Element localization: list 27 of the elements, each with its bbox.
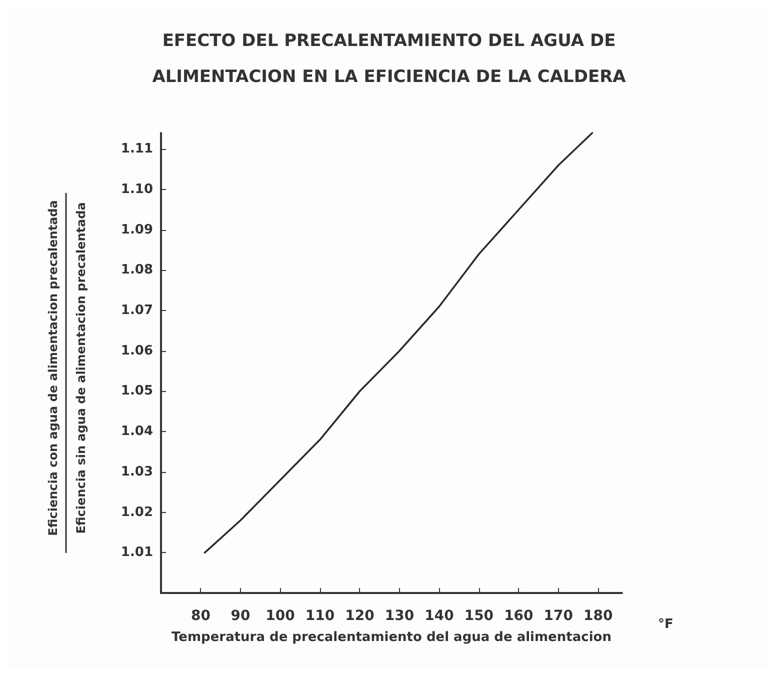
- x-tick-label: 130: [384, 608, 414, 624]
- y-tick-label: 1.07: [120, 303, 153, 318]
- y-tick-label: 1.08: [120, 262, 153, 278]
- y-tick-label: 1.04: [120, 424, 153, 440]
- y-tick-label: 1.11: [120, 142, 153, 157]
- x-tick-label: 170: [544, 608, 574, 624]
- y-axis-title: Eficiencia con agua de alimentacion precalentada Eficiencia sin agua de alimentacion precalentada: [46, 200, 88, 536]
- y-tick-label: 1.05: [120, 384, 153, 399]
- x-axis-title: Temperatura de precalentamiento del agua de alimentacion: [172, 630, 612, 645]
- x-tick-label: 150: [464, 608, 494, 624]
- chart-title: EFECTO DEL PRECALENTAMIENTO DEL AGUA DE ALIMENTACION EN LA EFICIENCIA DE LA CALDERA: [152, 31, 627, 87]
- y-tick-label: 1.09: [120, 222, 153, 238]
- y-tick-label: 1.03: [120, 464, 153, 480]
- y-tick-label: 1.10: [120, 182, 153, 197]
- x-tick-label: 100: [266, 608, 296, 624]
- x-tick-label: 90: [230, 608, 250, 624]
- x-tick-label: 160: [504, 608, 534, 624]
- x-tick-label: 180: [584, 608, 614, 624]
- y-tick-label: 1.01: [120, 545, 153, 560]
- text: °F: [658, 617, 674, 632]
- y-tick-label: 1.02: [120, 504, 153, 520]
- y-tick-label: 1.06: [120, 343, 153, 358]
- x-tick-label: 140: [424, 608, 454, 624]
- x-tick-label: 120: [345, 608, 375, 624]
- line-series: [204, 132, 594, 554]
- x-tick-label: 110: [305, 608, 335, 624]
- x-tick-label: 80: [191, 608, 211, 624]
